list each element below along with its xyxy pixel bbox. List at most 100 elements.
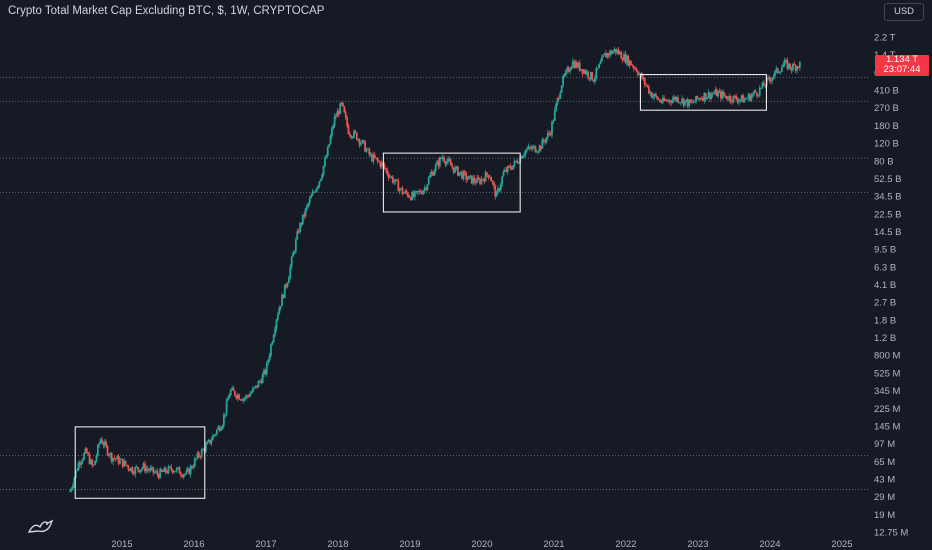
candle: [643, 77, 646, 88]
candle: [690, 98, 693, 105]
currency-button[interactable]: USD: [884, 3, 924, 21]
candle: [278, 305, 281, 315]
candle: [330, 126, 333, 140]
candle: [130, 467, 132, 473]
candle: [479, 177, 481, 186]
candle: [459, 171, 462, 176]
candle: [348, 131, 351, 138]
y-tick-label: 22.5 B: [874, 209, 901, 220]
candle: [227, 395, 229, 401]
candle: [354, 129, 357, 134]
y-tick-label: 180 B: [874, 121, 899, 132]
candle: [731, 99, 733, 106]
candle: [101, 436, 103, 444]
candle: [663, 95, 666, 102]
candle: [254, 385, 257, 389]
range-box[interactable]: [74, 426, 206, 499]
range-box[interactable]: [639, 74, 767, 111]
candle: [290, 255, 293, 270]
candle: [148, 467, 150, 473]
candle: [646, 85, 649, 88]
candle: [182, 473, 185, 480]
candle: [721, 90, 724, 101]
candle: [312, 190, 315, 194]
candle: [78, 459, 81, 469]
candle: [636, 70, 639, 78]
candle: [105, 439, 108, 448]
candle: [613, 46, 616, 53]
y-tick-label: 14.5 B: [874, 227, 901, 238]
y-tick-label: 12.75 M: [874, 528, 908, 539]
candle: [134, 465, 137, 478]
candle: [142, 461, 145, 470]
candle: [782, 61, 785, 68]
candle: [488, 174, 491, 178]
candle: [265, 360, 268, 378]
candle: [564, 69, 567, 77]
chart-title: Crypto Total Market Cap Excluding BTC, $…: [8, 5, 325, 17]
candle: [281, 292, 283, 307]
candle: [461, 169, 463, 180]
candle: [149, 465, 152, 473]
candle: [369, 151, 372, 157]
candle: [553, 106, 556, 121]
candle: [426, 183, 429, 192]
candle: [434, 163, 437, 175]
candle: [620, 50, 623, 59]
candle: [584, 68, 587, 75]
candle: [383, 162, 386, 170]
candle: [256, 385, 258, 389]
candle: [92, 464, 95, 467]
candle: [711, 92, 714, 98]
candle: [650, 91, 653, 99]
candle: [384, 167, 387, 173]
x-tick-label: 2024: [759, 539, 780, 550]
candle: [405, 188, 408, 196]
last-price-tag: 1.134 T 23:07:44: [875, 55, 929, 77]
candle: [297, 229, 300, 234]
candle: [533, 144, 535, 149]
candle: [764, 84, 767, 89]
candle: [445, 158, 448, 167]
candle: [141, 466, 144, 472]
candle: [138, 469, 141, 473]
x-axis: 2015 2016 2017 2018 2019 2020 2021 2022 2023 2024…: [111, 539, 852, 550]
candle: [350, 134, 353, 140]
candle: [315, 187, 318, 193]
candle: [746, 97, 749, 100]
candle: [150, 464, 153, 471]
candle: [581, 69, 584, 77]
candle: [397, 178, 400, 192]
candle: [470, 175, 473, 184]
candle: [743, 97, 746, 103]
candle: [510, 165, 513, 171]
candle: [124, 460, 127, 466]
candle: [668, 99, 671, 105]
candle: [285, 282, 288, 289]
candle: [400, 187, 402, 190]
range-box[interactable]: [382, 152, 521, 213]
candle: [793, 61, 796, 66]
candle: [231, 385, 234, 391]
candle: [224, 413, 227, 418]
candle: [724, 92, 726, 99]
candle: [106, 444, 109, 457]
candle: [618, 50, 621, 56]
candle: [94, 460, 96, 466]
candle: [109, 452, 112, 459]
candle: [362, 139, 365, 145]
candle: [523, 151, 526, 158]
candle: [607, 52, 610, 59]
candle: [204, 441, 207, 454]
candle: [476, 174, 479, 184]
candle: [258, 379, 261, 383]
candle: [508, 164, 510, 168]
candle: [505, 166, 508, 173]
candle: [675, 96, 678, 103]
candle: [600, 54, 603, 62]
candle: [686, 97, 689, 109]
candle: [473, 174, 476, 185]
candle: [340, 101, 343, 106]
candle: [420, 190, 423, 195]
